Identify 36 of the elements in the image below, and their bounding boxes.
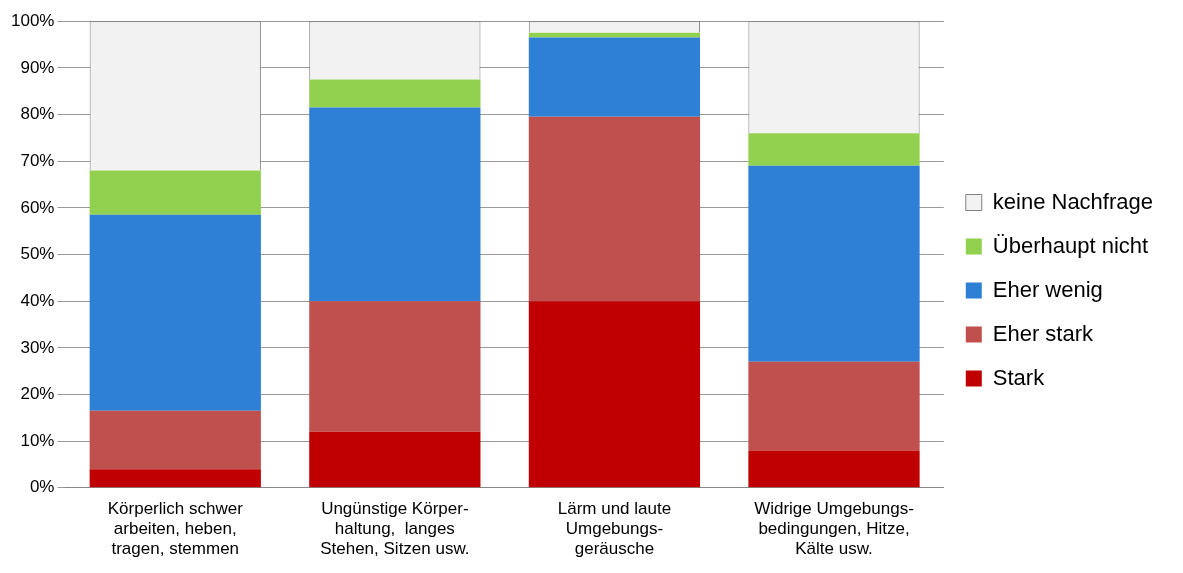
bar (748, 165, 920, 362)
bar (309, 79, 481, 108)
legend-label: Eher wenig (992, 276, 1103, 302)
y-tick-label: 10% (20, 430, 55, 450)
y-tick-label: 60% (20, 197, 55, 217)
bar (309, 107, 481, 302)
y-tick-label: 40% (20, 290, 55, 310)
legend-label: Überhaupt nicht (992, 232, 1149, 258)
bar (528, 116, 701, 302)
x-tick-label: Ungünstige Körper- haltung, langes Stehen, Sitzen usw. (320, 498, 470, 559)
bar (528, 301, 701, 488)
legend-label: Stark (992, 364, 1046, 390)
bar (89, 469, 261, 488)
y-tick-label: 50% (20, 244, 55, 264)
bar (89, 410, 261, 470)
x-tick-label: Widrige Umgebungs- bedingungen, Hitze, Kälte usw. (754, 498, 914, 559)
bar (89, 214, 261, 411)
legend-label: Eher stark (992, 320, 1095, 346)
y-tick-label: 0% (29, 477, 55, 497)
legend-label: keine Nachfrage (992, 188, 1154, 214)
bar (528, 32, 701, 38)
y-tick-label: 100% (11, 10, 55, 30)
bar (89, 170, 261, 215)
y-tick-label: 70% (20, 150, 55, 170)
x-tick-label: Körperlich schwer arbeiten, heben, tragen, stemmen (107, 498, 244, 559)
y-tick-label: 80% (20, 104, 55, 124)
bar (309, 431, 481, 488)
bar (748, 450, 920, 488)
bar (309, 301, 481, 432)
y-tick-label: 30% (20, 337, 55, 357)
y-tick-label: 90% (20, 57, 55, 77)
bar (748, 361, 920, 451)
x-tick-label: Lärm und laute Umgebungs- geräusche (557, 498, 672, 559)
y-tick-label: 20% (20, 384, 55, 404)
bar (748, 133, 920, 166)
bar (528, 37, 701, 117)
